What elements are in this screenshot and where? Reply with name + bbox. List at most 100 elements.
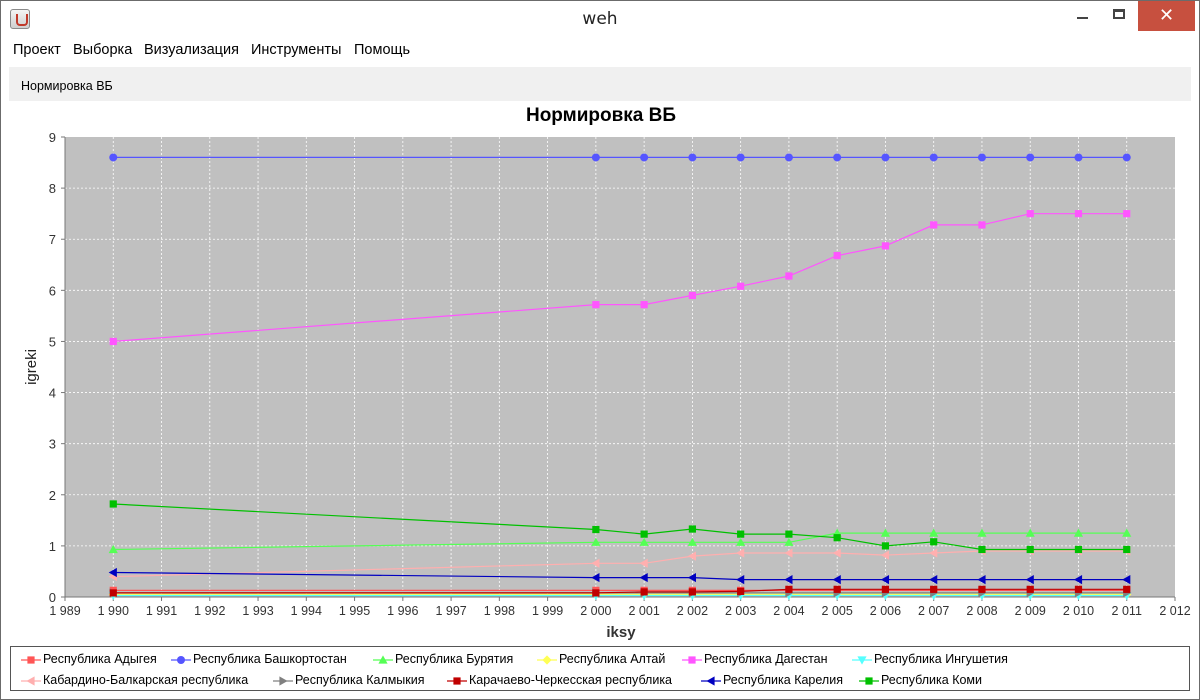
x-tick-label: 1 999: [532, 604, 563, 618]
legend-label: Республика Карелия: [723, 673, 843, 687]
legend-label: Карачаево-Черкесская республика: [469, 673, 673, 687]
data-point: [978, 545, 986, 554]
menu-bar: Проект Выборка Визуализация Инструменты …: [1, 38, 1199, 64]
data-point: [108, 544, 118, 554]
data-point: [592, 525, 600, 534]
data-point: [784, 548, 793, 558]
menu-selection[interactable]: Выборка: [73, 42, 133, 58]
data-point: [688, 153, 697, 162]
legend-marker: [542, 655, 552, 665]
data-point: [1074, 585, 1083, 593]
legend-label: Республика Дагестан: [704, 652, 828, 666]
data-point: [1122, 575, 1131, 585]
data-point: [737, 587, 745, 595]
x-tick-label: 1 993: [242, 604, 273, 618]
maximize-button[interactable]: [1097, 1, 1143, 33]
series-10: [109, 500, 1131, 554]
x-tick-label: 2 005: [822, 604, 853, 618]
data-point: [109, 589, 117, 597]
legend-marker: [688, 656, 696, 664]
legend-marker: [279, 676, 288, 686]
data-point: [930, 221, 938, 229]
legend-marker: [706, 676, 715, 686]
y-tick-label: 5: [49, 334, 56, 349]
series-9: [108, 567, 1131, 585]
x-tick-label: 2 007: [918, 604, 949, 618]
data-point: [1026, 210, 1034, 218]
legend-swatch: [859, 677, 879, 685]
data-point: [1123, 545, 1131, 554]
legend-swatch: [447, 677, 467, 685]
data-point: [736, 537, 746, 546]
legend-label: Кабардино-Балкарская республика: [43, 673, 249, 687]
data-point: [639, 572, 648, 583]
chart-legend: Республика Адыгея Республика Башкортостан…: [10, 646, 1190, 691]
x-tick-label: 1 989: [49, 604, 80, 618]
legend-marker: [857, 656, 867, 665]
data-point: [881, 542, 890, 550]
data-point: [785, 272, 793, 280]
data-point: [930, 538, 938, 546]
data-point: [687, 551, 696, 561]
legend-label: Республика Коми: [881, 673, 983, 687]
data-point: [1026, 153, 1035, 162]
data-point: [1074, 545, 1083, 554]
data-point: [1073, 575, 1083, 585]
menu-help[interactable]: Помощь: [354, 42, 411, 58]
series-8: [109, 585, 1131, 597]
data-point: [1026, 585, 1034, 593]
legend-swatch: [682, 656, 702, 664]
legend-label: Республика Адыгея: [43, 652, 157, 666]
data-point: [688, 525, 696, 533]
data-point: [688, 291, 696, 300]
data-point: [109, 500, 117, 508]
x-tick-label: 2 002: [677, 604, 708, 618]
y-tick-label: 4: [49, 386, 56, 401]
x-tick-label: 2 006: [870, 604, 901, 618]
menu-project[interactable]: Проект: [13, 42, 61, 58]
y-tick-label: 2: [49, 488, 56, 503]
minimize-button[interactable]: [1060, 1, 1106, 33]
legend-marker: [453, 677, 461, 685]
legend-swatch: [701, 676, 721, 686]
x-tick-label: 2 008: [966, 604, 997, 618]
data-point: [591, 153, 600, 162]
menu-visualization[interactable]: Визуализация: [144, 42, 239, 58]
y-tick-label: 7: [49, 232, 56, 247]
java-app-icon[interactable]: [10, 9, 30, 29]
data-point: [1026, 545, 1034, 554]
data-point: [1025, 528, 1035, 537]
data-point: [687, 572, 696, 583]
menu-tools[interactable]: Инструменты: [251, 42, 342, 58]
normalize-vb-button[interactable]: Нормировка ВБ: [21, 79, 113, 93]
data-point: [592, 589, 600, 597]
data-point: [1074, 153, 1083, 162]
data-point: [978, 585, 986, 593]
data-point: [688, 588, 696, 596]
legend-swatch: [21, 676, 41, 686]
x-axis-label: iksy: [606, 624, 636, 641]
toolbar: Нормировка ВБ: [9, 67, 1191, 101]
data-point: [785, 530, 793, 538]
chart-panel: Нормировка ВБ 0 1 2 3 4 5 6 7 8 9 1 989 1 990 1 991 1…: [9, 101, 1191, 641]
data-point: [881, 585, 890, 593]
y-tick-label: 8: [49, 181, 56, 196]
data-point: [1122, 153, 1131, 162]
title-bar[interactable]: weh ✕: [1, 1, 1199, 37]
x-tick-label: 2 003: [725, 604, 756, 618]
window-title: weh: [582, 9, 618, 29]
data-point: [591, 537, 601, 546]
legend-marker: [865, 677, 873, 685]
close-button[interactable]: ✕: [1138, 1, 1195, 31]
x-tick-label: 2 009: [1015, 604, 1046, 618]
data-point: [832, 575, 841, 585]
data-point: [736, 153, 745, 162]
data-point: [929, 575, 938, 585]
x-tick-label: 2 011: [1112, 604, 1142, 618]
chart-title: Нормировка ВБ: [526, 105, 676, 126]
data-point: [109, 337, 117, 346]
data-point: [639, 537, 649, 546]
x-tick-label: 1 998: [484, 604, 515, 618]
data-point: [880, 528, 891, 537]
data-point: [1122, 528, 1132, 537]
